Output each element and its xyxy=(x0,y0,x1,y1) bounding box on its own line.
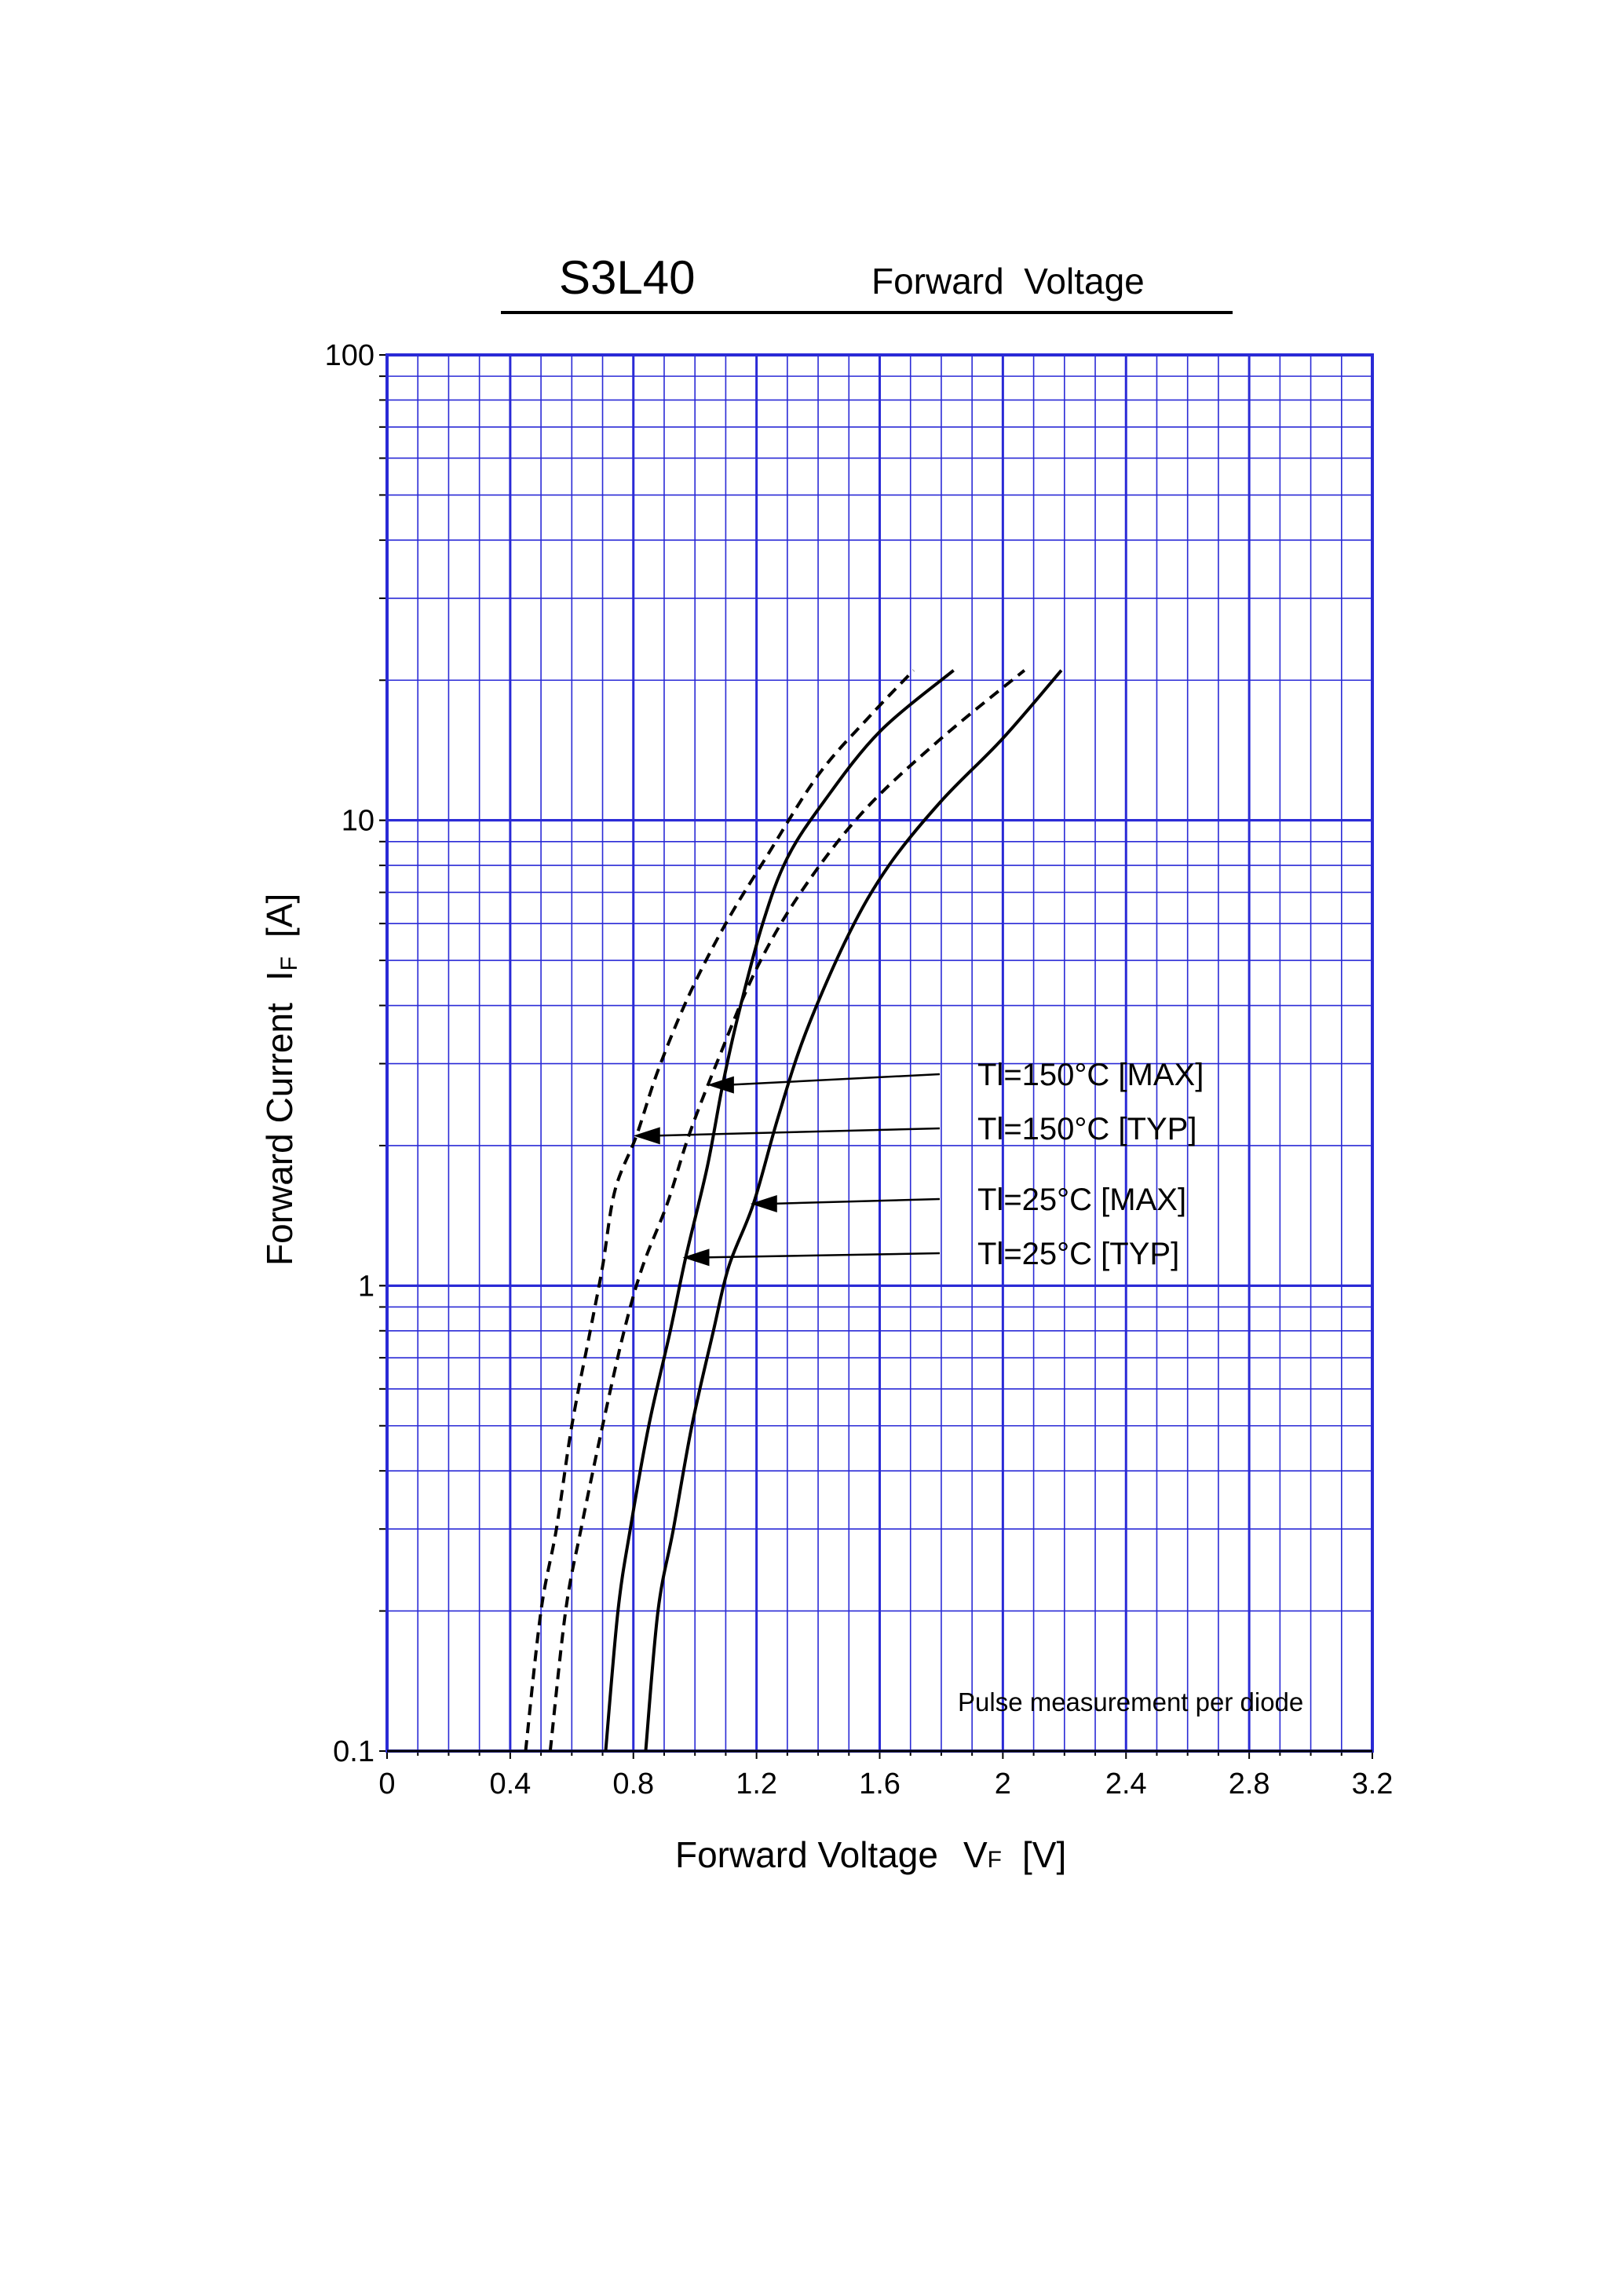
legend: Tl=150°C [MAX] Tl=150°C [TYP] Tl=25°C [MAX… xyxy=(633,1058,1204,1271)
legend-label: Tl=150°C [TYP] xyxy=(977,1112,1196,1146)
y-tick-label: 1 xyxy=(358,1270,374,1303)
x-tick-label: 2 xyxy=(995,1768,1011,1801)
x-tick-label: 2.4 xyxy=(1105,1768,1147,1801)
y-axis-subscript: F xyxy=(276,956,302,971)
legend-pointer-line xyxy=(653,1127,941,1137)
legend-pointer-line xyxy=(703,1252,941,1259)
x-tick-label: 2.8 xyxy=(1229,1768,1270,1801)
x-axis-label: Forward Voltage VF [V] xyxy=(675,1834,1066,1875)
x-axis-subscript: F xyxy=(988,1847,1002,1873)
legend-label: Tl=25°C [MAX] xyxy=(977,1183,1186,1217)
part-number: S3L40 xyxy=(559,251,696,304)
y-axis-unit: [A] xyxy=(259,894,300,938)
tick-labels: 0 0.4 0.8 1.2 1.6 2 2.4 2.8 3.2 0.1 1 10 100 xyxy=(325,339,1394,1801)
legend-pointer-line xyxy=(770,1197,941,1205)
x-axis-label-main: Forward Voltage xyxy=(675,1834,938,1875)
curves xyxy=(524,669,1063,1752)
legend-label: Tl=150°C [MAX] xyxy=(977,1058,1204,1092)
curve-tl-25-c-typ xyxy=(548,669,1026,1752)
y-axis-label-main: Forward Current xyxy=(259,1003,300,1266)
x-tick-label: 0.4 xyxy=(489,1768,531,1801)
legend-label: Tl=25°C [TYP] xyxy=(977,1237,1179,1271)
legend-arrowhead xyxy=(750,1194,777,1212)
legend-pointer-line xyxy=(727,1073,941,1086)
chart-title: Forward Voltage xyxy=(871,261,1145,302)
pulse-note: Pulse measurement per diode xyxy=(958,1687,1303,1717)
y-tick-label: 10 xyxy=(342,805,374,838)
x-axis-unit: [V] xyxy=(1022,1834,1066,1875)
x-tick-label: 1.2 xyxy=(736,1768,777,1801)
legend-arrowhead xyxy=(633,1127,660,1145)
legend-arrowhead xyxy=(707,1076,734,1094)
legend-arrowhead xyxy=(682,1249,710,1267)
x-tick-label: 3.2 xyxy=(1352,1768,1394,1801)
y-axis-symbol: I xyxy=(259,971,300,981)
y-tick-label: 100 xyxy=(325,339,374,372)
y-tick-label: 0.1 xyxy=(333,1735,374,1768)
x-tick-label: 1.6 xyxy=(859,1768,901,1801)
grid xyxy=(379,353,1374,1759)
curve-tl-25-c-max xyxy=(644,669,1063,1752)
y-axis-label: Forward Current IF [A] xyxy=(259,894,302,1266)
x-tick-label: 0.8 xyxy=(612,1768,654,1801)
curve-tl-150-c-typ xyxy=(524,669,915,1752)
x-tick-label: 0 xyxy=(378,1768,395,1801)
curve-tl-150-c-max xyxy=(604,669,955,1752)
x-axis-symbol: V xyxy=(963,1834,988,1875)
